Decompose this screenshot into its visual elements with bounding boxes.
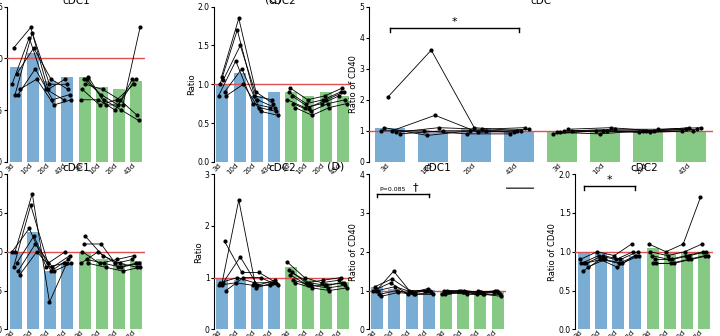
Bar — [10, 252, 22, 329]
Title: cDC: cDC — [530, 0, 552, 6]
Bar — [440, 291, 452, 329]
Title: cDC2: cDC2 — [269, 0, 297, 6]
Y-axis label: Ratio: Ratio — [187, 74, 196, 95]
Bar — [302, 96, 315, 162]
Bar — [474, 291, 487, 329]
Bar — [61, 263, 73, 329]
Bar — [27, 233, 39, 329]
Bar — [612, 258, 624, 329]
Bar — [676, 131, 706, 162]
Text: CM: CM — [104, 208, 117, 217]
Bar — [461, 129, 491, 162]
Bar — [388, 289, 400, 329]
Text: (D): (D) — [328, 162, 345, 172]
Text: *: * — [607, 175, 612, 185]
Bar — [647, 248, 659, 329]
Text: P=0.085: P=0.085 — [379, 187, 406, 193]
Bar — [577, 252, 590, 329]
Title: cDC1: cDC1 — [423, 163, 451, 173]
Text: LcS-FM: LcS-FM — [235, 208, 261, 217]
Bar — [372, 287, 383, 329]
Text: (C): (C) — [266, 0, 282, 4]
Bar — [285, 267, 297, 329]
Bar — [216, 278, 228, 329]
Y-axis label: Ratio of CD40: Ratio of CD40 — [549, 223, 557, 281]
Bar — [233, 73, 246, 162]
Title: cDC1: cDC1 — [62, 0, 90, 6]
Bar — [96, 87, 108, 162]
Bar — [629, 256, 642, 329]
Bar — [78, 252, 91, 329]
Title: cDC2: cDC2 — [630, 163, 658, 173]
Bar — [113, 263, 125, 329]
Text: LcS-FM: LcS-FM — [28, 208, 55, 217]
Bar — [268, 283, 280, 329]
Y-axis label: Ratio of CD40: Ratio of CD40 — [349, 55, 358, 113]
Text: LcS-FM: LcS-FM — [441, 208, 468, 217]
Title: cDC1: cDC1 — [62, 163, 90, 173]
Bar — [96, 259, 108, 329]
Bar — [337, 282, 348, 329]
Bar — [418, 131, 448, 162]
Bar — [375, 128, 405, 162]
Bar — [405, 291, 418, 329]
Y-axis label: Ratio of CD40: Ratio of CD40 — [349, 223, 358, 281]
Bar — [285, 92, 297, 162]
Bar — [595, 253, 607, 329]
Text: †: † — [413, 182, 418, 193]
Bar — [113, 89, 125, 162]
Bar — [251, 285, 263, 329]
Text: CM: CM — [621, 208, 633, 217]
Y-axis label: Ratio: Ratio — [194, 241, 203, 262]
Bar — [27, 53, 39, 162]
Bar — [268, 92, 280, 162]
Bar — [664, 253, 676, 329]
Bar — [302, 280, 315, 329]
Bar — [320, 92, 332, 162]
Bar — [233, 280, 246, 329]
Bar — [457, 291, 469, 329]
Bar — [251, 96, 263, 162]
Bar — [337, 96, 348, 162]
Bar — [44, 271, 56, 329]
Bar — [633, 131, 663, 162]
Bar — [492, 291, 504, 329]
Bar — [130, 261, 143, 329]
Bar — [698, 252, 710, 329]
Bar — [320, 283, 332, 329]
Bar — [590, 132, 621, 162]
Text: *: * — [452, 17, 457, 27]
Bar — [130, 81, 143, 162]
Bar — [10, 67, 22, 162]
Bar — [547, 132, 577, 162]
Bar — [681, 252, 693, 329]
Bar — [44, 81, 56, 162]
Bar — [61, 77, 73, 162]
Bar — [504, 131, 534, 162]
Text: CM: CM — [311, 208, 323, 217]
Bar — [423, 290, 435, 329]
Title: cDC2: cDC2 — [269, 163, 297, 173]
Bar — [216, 84, 228, 162]
Bar — [78, 77, 91, 162]
